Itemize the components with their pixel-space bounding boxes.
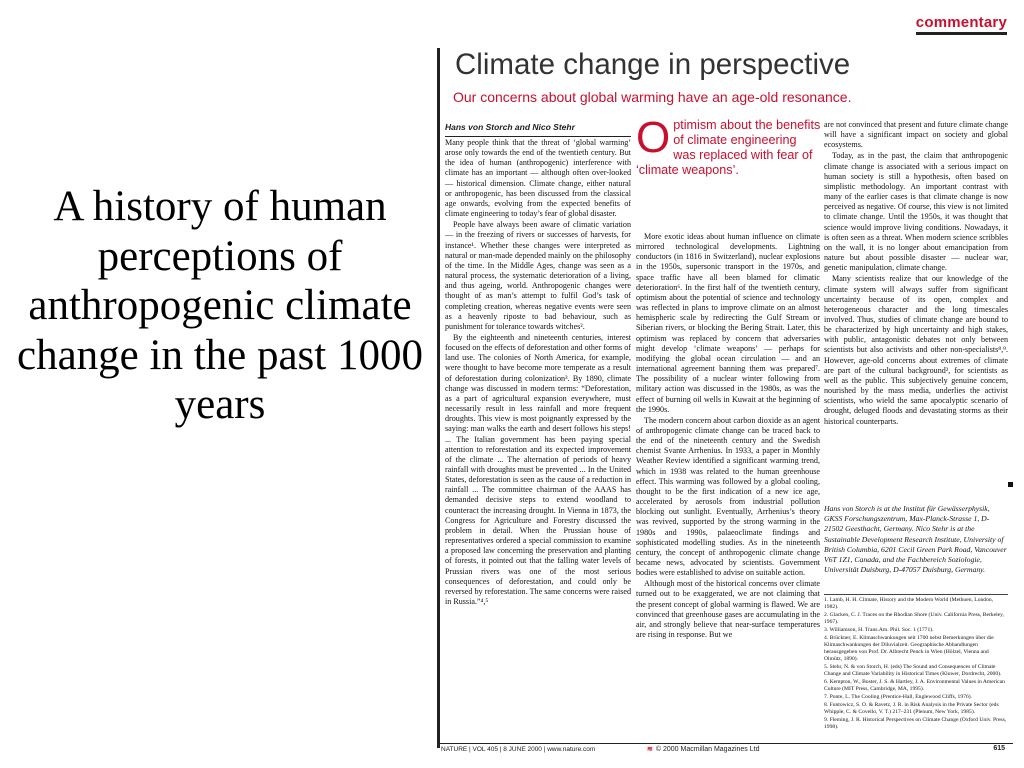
paragraph: People have always been aware of climati… [445, 220, 631, 331]
author-affiliations: Hans von Storch is at the Institut für G… [824, 504, 1007, 575]
paragraph: Although most of the historical concerns… [636, 579, 820, 640]
authors-divider [445, 136, 631, 137]
paragraph: Today, as in the past, the claim that an… [824, 151, 1008, 273]
copyright-text: © 2000 Macmillan Magazines Ltd [655, 746, 760, 753]
reference-item: 4. Brückner, E. Klimaschwankungen seit 1… [824, 634, 994, 663]
footer-divider [437, 743, 1013, 744]
pull-quote-dropcap: O [636, 113, 671, 162]
pull-quote-text: ptimism about the benefits of climate en… [636, 118, 821, 177]
article-subtitle: Our concerns about global warming have a… [453, 89, 852, 105]
section-label: commentary [915, 14, 1007, 35]
column-3: are not convinced that present and futur… [824, 120, 1008, 425]
paragraph: More exotic ideas about human influence … [636, 232, 820, 414]
references-list: 1. Lamb, H. H. Climate, History and the … [824, 597, 1008, 732]
end-of-text-marker [1008, 482, 1013, 487]
journal-citation: NATURE | VOL 405 | 8 JUNE 2000 | www.nat… [441, 746, 596, 753]
reference-item: 3. Williamson, H. Trans.Am. Phil. Soc. 1… [824, 627, 934, 633]
copyright-notice: ≋ © 2000 Macmillan Magazines Ltd [647, 745, 759, 753]
article-page: commentary Climate change in perspective… [437, 8, 1013, 760]
paragraph: The modern concern about carbon dioxide … [636, 415, 820, 578]
references-divider [824, 594, 1008, 595]
paragraph: By the eighteenth and nineteenth centuri… [445, 332, 631, 607]
article-title: Climate change in perspective [455, 48, 851, 81]
reference-item: 6. Kempton, W., Boster, J. S. & Hartley,… [824, 679, 1005, 693]
paragraph: Many scientists realize that our knowled… [824, 274, 1008, 425]
column-1: Many people think that the threat of ‘gl… [445, 138, 631, 750]
column-2: More exotic ideas about human influence … [636, 232, 820, 752]
reference-item: 5. Stehr, N. & von Storch, H. (eds) The … [824, 664, 1002, 678]
reference-item: 8. Funtowicz, S. O. & Ravetz, J. R. in R… [824, 702, 999, 716]
reference-item: 1. Lamb, H. H. Climate, History and the … [824, 597, 994, 611]
reference-item: 9. Fleming, J. R. Historical Perspective… [824, 717, 1007, 731]
left-margin-rule [437, 48, 440, 748]
reference-item: 2. Glacken, C. J. Traces on the Rhodian … [824, 612, 1004, 626]
paragraph: are not convinced that present and futur… [824, 120, 1008, 150]
page-number: 615 [993, 745, 1005, 752]
article-authors: Hans von Storch and Nico Stehr [445, 122, 575, 132]
publisher-logo-icon: ≋ [647, 746, 653, 753]
slide-title: A history of human perceptions of anthro… [16, 183, 423, 428]
pull-quote: O ptimism about the benefits of climate … [636, 113, 822, 178]
paragraph: Many people think that the threat of ‘gl… [445, 138, 631, 219]
reference-item: 7. Ponte, L. The Cooling (Prentice-Hall,… [824, 694, 973, 701]
